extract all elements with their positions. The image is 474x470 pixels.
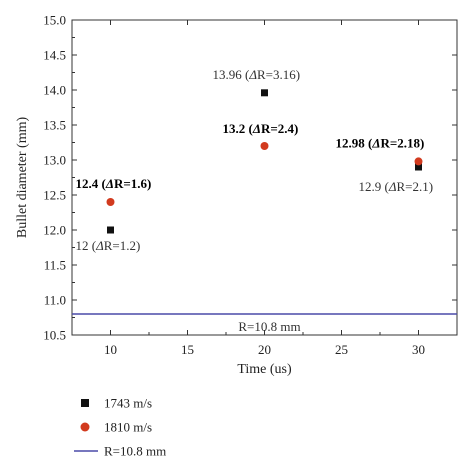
y-tick-label: 11.0 bbox=[44, 293, 66, 308]
x-tick-label: 10 bbox=[104, 342, 117, 357]
legend-marker-circle bbox=[80, 422, 90, 432]
point-annotation: 12 (ΔR=1.2) bbox=[76, 238, 141, 253]
point-annotation: 12.9 (ΔR=2.1) bbox=[359, 179, 434, 194]
legend-label: 1810 m/s bbox=[104, 420, 152, 435]
point-annotation: 13.96 (ΔR=3.16) bbox=[213, 67, 301, 82]
legend-label: 1743 m/s bbox=[104, 396, 152, 411]
legend: 1743 m/s 1810 m/s R=10.8 mm bbox=[74, 396, 166, 459]
y-tick-label: 12.5 bbox=[43, 188, 66, 203]
x-tick-label: 25 bbox=[335, 342, 348, 357]
y-tick-label: 13.5 bbox=[43, 118, 66, 133]
x-axis-title: Time (us) bbox=[237, 362, 292, 377]
point-annotation: 12.4 (ΔR=1.6) bbox=[76, 176, 152, 191]
legend-marker-square bbox=[81, 399, 89, 407]
data-point-square bbox=[261, 89, 268, 97]
x-tick-label: 30 bbox=[412, 342, 425, 357]
y-tick-label: 15.0 bbox=[43, 13, 66, 28]
y-tick-label: 10.5 bbox=[43, 328, 66, 343]
y-tick-label: 14.5 bbox=[43, 48, 66, 63]
legend-label: R=10.8 mm bbox=[104, 444, 166, 459]
data-point-square bbox=[415, 163, 422, 171]
data-point-square bbox=[107, 226, 114, 234]
point-annotation: 12.98 (ΔR=2.18) bbox=[336, 135, 425, 150]
data-point-circle bbox=[260, 142, 269, 150]
y-tick-label: 14.0 bbox=[43, 83, 66, 98]
y-axis-title: Bullet diameter (mm) bbox=[15, 117, 30, 239]
y-tick-label: 12.0 bbox=[43, 223, 66, 238]
x-tick-label: 20 bbox=[258, 342, 271, 357]
point-annotation: 13.2 (ΔR=2.4) bbox=[223, 121, 299, 136]
reference-line-label: R=10.8 mm bbox=[238, 319, 300, 334]
y-tick-label: 13.0 bbox=[43, 153, 66, 168]
data-point-circle bbox=[106, 198, 115, 206]
data-point-circle bbox=[414, 157, 423, 166]
x-tick-label: 15 bbox=[181, 342, 194, 357]
y-tick-label: 11.5 bbox=[44, 258, 66, 273]
